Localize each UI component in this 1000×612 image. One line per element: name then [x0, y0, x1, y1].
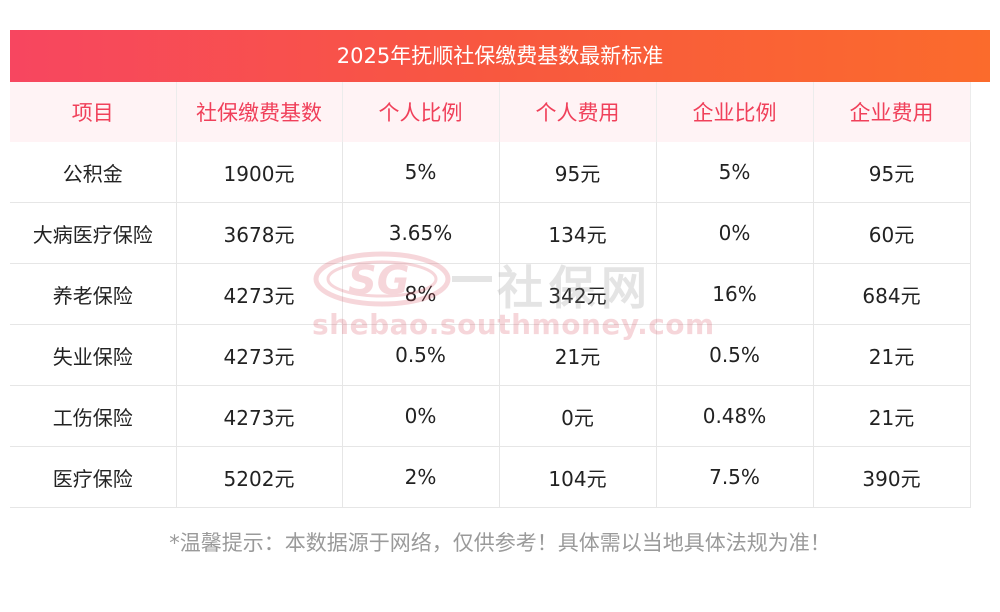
header-item: 项目: [10, 82, 177, 142]
cell-personal-rate: 0.5%: [342, 324, 500, 386]
table-row: 工伤保险 4273元 0% 0元 0.48% 21元: [10, 385, 971, 447]
cell-personal-fee: 134元: [499, 202, 657, 264]
header-company-fee: 企业费用: [813, 82, 971, 142]
cell-personal-rate: 5%: [342, 142, 500, 203]
cell-item: 医疗保险: [10, 446, 177, 508]
header-personal-fee: 个人费用: [499, 82, 657, 142]
header-personal-rate: 个人比例: [342, 82, 500, 142]
cell-company-rate: 16%: [656, 263, 814, 325]
cell-personal-fee: 95元: [499, 142, 657, 203]
cell-item: 工伤保险: [10, 385, 177, 447]
table-row: 失业保险 4273元 0.5% 21元 0.5% 21元: [10, 324, 971, 386]
header-base: 社保缴费基数: [176, 82, 343, 142]
table-title: 2025年抚顺社保缴费基数最新标准: [10, 30, 990, 82]
cell-company-rate: 0%: [656, 202, 814, 264]
cell-personal-fee: 21元: [499, 324, 657, 386]
cell-base: 4273元: [176, 385, 343, 447]
cell-item: 大病医疗保险: [10, 202, 177, 264]
cell-base: 3678元: [176, 202, 343, 264]
header-company-rate: 企业比例: [656, 82, 814, 142]
cell-base: 4273元: [176, 324, 343, 386]
table-row: 公积金 1900元 5% 95元 5% 95元: [10, 142, 971, 203]
cell-company-fee: 95元: [813, 142, 971, 203]
cell-base: 4273元: [176, 263, 343, 325]
table-row: 大病医疗保险 3678元 3.65% 134元 0% 60元: [10, 202, 971, 264]
cell-base: 1900元: [176, 142, 343, 203]
cell-item: 失业保险: [10, 324, 177, 386]
cell-personal-fee: 342元: [499, 263, 657, 325]
cell-company-fee: 684元: [813, 263, 971, 325]
table-row: 养老保险 4273元 8% 342元 16% 684元: [10, 263, 971, 325]
cell-item: 养老保险: [10, 263, 177, 325]
cell-company-fee: 60元: [813, 202, 971, 264]
cell-company-rate: 0.48%: [656, 385, 814, 447]
cell-personal-fee: 104元: [499, 446, 657, 508]
cell-personal-rate: 3.65%: [342, 202, 500, 264]
table-header-row: 项目 社保缴费基数 个人比例 个人费用 企业比例 企业费用: [10, 82, 971, 142]
cell-company-rate: 7.5%: [656, 446, 814, 508]
cell-company-fee: 21元: [813, 385, 971, 447]
cell-company-rate: 0.5%: [656, 324, 814, 386]
cell-personal-rate: 2%: [342, 446, 500, 508]
disclaimer-tip: *温馨提示：本数据源于网络，仅供参考！具体需以当地具体法规为准！: [169, 531, 831, 555]
table-row: 医疗保险 5202元 2% 104元 7.5% 390元: [10, 446, 971, 508]
cell-company-fee: 390元: [813, 446, 971, 508]
cell-company-fee: 21元: [813, 324, 971, 386]
cell-personal-fee: 0元: [499, 385, 657, 447]
cell-personal-rate: 0%: [342, 385, 500, 447]
cell-personal-rate: 8%: [342, 263, 500, 325]
cell-base: 5202元: [176, 446, 343, 508]
cell-item: 公积金: [10, 142, 177, 203]
social-security-fee-table: 项目 社保缴费基数 个人比例 个人费用 企业比例 企业费用 公积金 1900元 …: [10, 82, 971, 508]
cell-company-rate: 5%: [656, 142, 814, 203]
